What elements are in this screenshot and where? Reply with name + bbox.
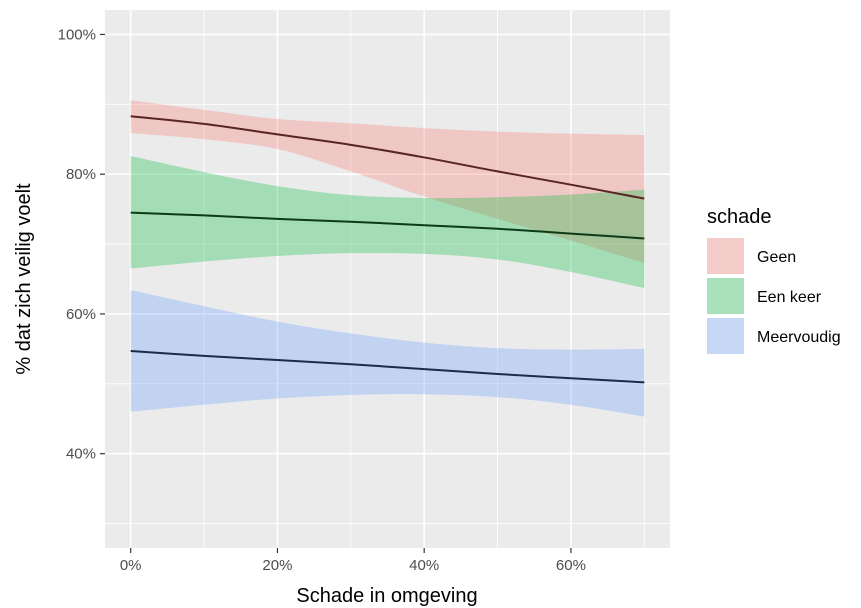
y-tick-label: 40% <box>66 446 96 463</box>
ribbon-een-keer <box>130 156 645 289</box>
minor-gridlines <box>105 10 670 548</box>
legend-label-meervoudig: Meervoudig <box>757 329 841 346</box>
x-axis: 0% 20% 40% 60% <box>120 548 586 574</box>
legend-label-een-keer: Een keer <box>757 289 822 306</box>
y-tick-label: 60% <box>66 306 96 323</box>
confidence-ribbons <box>130 100 645 417</box>
ribbon-meervoudig <box>130 290 645 417</box>
x-tick-label: 60% <box>556 557 586 574</box>
x-tick-label: 20% <box>262 557 292 574</box>
x-tick-label: 40% <box>409 557 439 574</box>
ribbon-geen <box>130 100 645 263</box>
panel-background <box>105 10 670 548</box>
series-lines <box>130 115 645 384</box>
line-meervoudig <box>130 349 645 384</box>
major-gridlines <box>105 10 670 548</box>
legend-key-meervoudig <box>707 318 744 354</box>
x-axis-title: Schade in omgeving <box>296 585 477 607</box>
y-tick-label: 100% <box>58 26 96 43</box>
y-tick-label: 80% <box>66 166 96 183</box>
legend-key-een-keer <box>707 278 744 314</box>
legend-label-geen: Geen <box>757 249 796 266</box>
y-axis: 40% 60% 80% 100% <box>58 26 105 463</box>
legend: schade Geen Een keer Meervoudig <box>707 206 841 354</box>
y-axis-title: % dat zich veilig voelt <box>13 183 35 375</box>
legend-title: schade <box>707 206 772 228</box>
legend-key-bg <box>707 238 744 274</box>
x-tick-label: 0% <box>120 557 142 574</box>
legend-key-bg <box>707 278 744 314</box>
line-geen <box>130 115 645 200</box>
legend-key-geen <box>707 238 744 274</box>
legend-key-bg <box>707 318 744 354</box>
line-een-keer <box>130 211 645 240</box>
